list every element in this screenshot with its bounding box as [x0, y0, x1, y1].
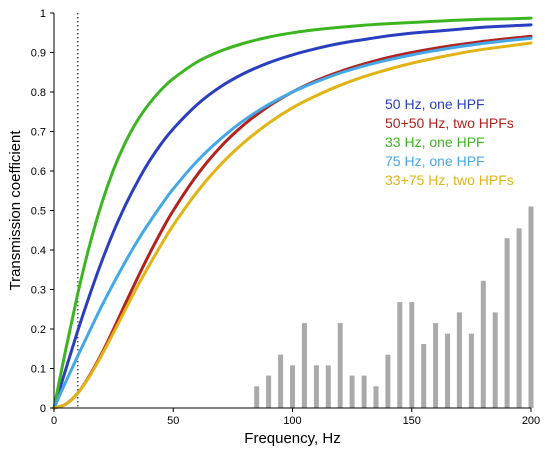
histogram-bar	[301, 323, 307, 408]
histogram-bar	[433, 323, 439, 408]
histogram-bar	[254, 386, 260, 408]
histogram-bar	[480, 280, 486, 408]
histogram-bar	[456, 312, 462, 408]
x-tick-label: 0	[51, 415, 57, 427]
histogram-bar	[337, 323, 343, 408]
legend-entry: 33+75 Hz, two HPFs	[385, 172, 514, 188]
histogram-bar	[373, 386, 379, 408]
x-tick-label: 200	[522, 415, 540, 427]
legend: 50 Hz, one HPF 50+50 Hz, two HPFs 33 Hz, o…	[385, 96, 514, 188]
y-tick-label: 0.2	[31, 324, 46, 336]
legend-entry: 75 Hz, one HPF	[385, 153, 485, 169]
histogram-bar	[504, 238, 510, 408]
histogram-bar	[468, 333, 474, 408]
y-tick-label: 1	[40, 8, 46, 20]
legend-entry: 33 Hz, one HPF	[385, 134, 485, 150]
y-tick-label: 0.4	[31, 245, 46, 257]
histogram-bar	[445, 333, 450, 408]
histogram-bar	[361, 375, 367, 408]
y-tick-label: 0	[40, 403, 46, 415]
x-tick-label: 150	[403, 415, 421, 427]
histogram-bars	[254, 206, 534, 408]
series-line	[52, 23, 533, 410]
histogram-bar	[409, 302, 415, 408]
y-tick-label: 0.1	[31, 364, 46, 376]
y-tick-label: 0.9	[31, 48, 46, 60]
series-lines	[52, 16, 533, 410]
legend-entry: 50+50 Hz, two HPFs	[385, 115, 514, 131]
histogram-bar	[516, 228, 522, 408]
histogram-bar	[290, 365, 295, 408]
x-tick-label: 50	[167, 415, 179, 427]
y-tick-label: 0.3	[31, 285, 46, 297]
series-line	[52, 16, 533, 410]
y-tick-label: 0.8	[31, 87, 46, 99]
histogram-bar	[313, 365, 319, 408]
y-axis-title: Transmission coefficient	[7, 130, 24, 291]
histogram-bar	[397, 302, 403, 408]
histogram-bar	[528, 206, 534, 408]
x-tick-label: 100	[283, 415, 301, 427]
tick-labels: 0 50 100 150 200 0 0.1 0.2 0.3 0.4 0.5 0.6 0.7 0.8 0.9…	[31, 8, 540, 427]
y-tick-label: 0.6	[31, 166, 46, 178]
legend-entry: 50 Hz, one HPF	[385, 96, 485, 112]
y-tick-label: 0.7	[31, 127, 46, 139]
series-line	[52, 41, 533, 410]
histogram-bar	[278, 354, 284, 408]
y-tick-label: 0.5	[31, 206, 46, 218]
histogram-bar	[385, 354, 391, 408]
histogram-bar	[421, 344, 427, 408]
histogram-bar	[492, 312, 498, 408]
histogram-bar	[325, 365, 331, 408]
histogram-bar	[349, 375, 355, 408]
series-line	[52, 36, 533, 410]
histogram-bar	[266, 375, 272, 408]
x-axis-title: Frequency, Hz	[244, 430, 340, 447]
